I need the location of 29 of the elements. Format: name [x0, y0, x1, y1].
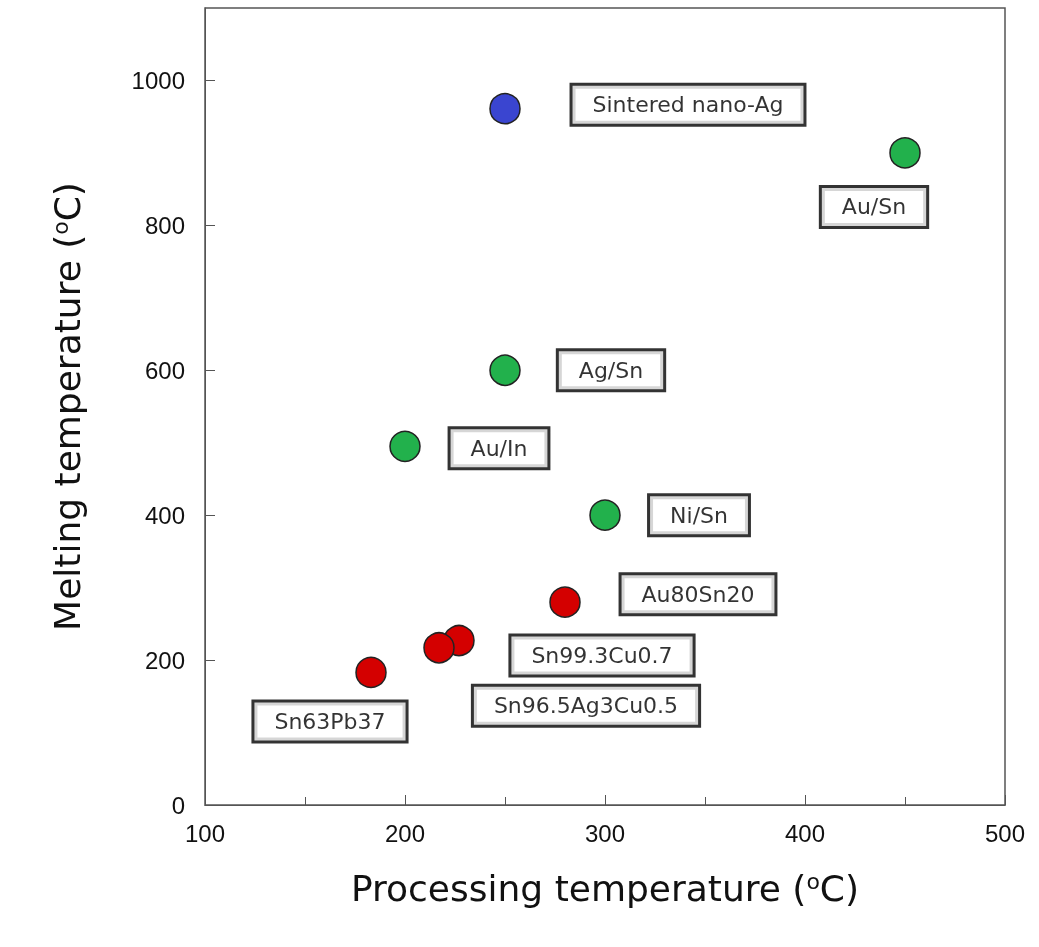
x-tick-label: 400: [784, 819, 826, 847]
annotation: Sn63Pb37: [274, 708, 386, 734]
y-tick-label: 600: [144, 356, 185, 384]
point: [355, 656, 387, 689]
annotation: Ni/Sn: [670, 502, 728, 528]
point: [489, 354, 521, 387]
annotation: Au/Sn: [841, 194, 907, 220]
annotation: Ag/Sn: [578, 357, 644, 383]
x-tick-label: 100: [184, 819, 226, 847]
annotation: Au/In: [470, 435, 528, 461]
annotation: Sn96.5Ag3Cu0.5: [493, 693, 679, 719]
x-tick-label: 200: [384, 819, 426, 847]
point: [889, 137, 921, 169]
point: [489, 92, 521, 125]
point: [589, 499, 621, 531]
annotation: Sn99.3Cu0.7: [531, 643, 673, 669]
y-tick-label: 0: [171, 791, 185, 819]
annotation: Sintered nano-Ag: [592, 92, 784, 118]
y-tick-label: 1000: [131, 66, 185, 94]
point: [423, 632, 455, 664]
y-tick-label: 400: [144, 501, 185, 529]
y-tick-label: 200: [144, 646, 185, 674]
annotation: Au80Sn20: [641, 581, 755, 607]
y-tick-label: 800: [144, 211, 185, 239]
x-tick-label: 300: [584, 819, 626, 847]
point: [549, 586, 581, 618]
point: [389, 430, 421, 463]
y-axis-title: Melting temperature (oC): [46, 182, 88, 631]
x-tick-label: 500: [984, 819, 1026, 847]
